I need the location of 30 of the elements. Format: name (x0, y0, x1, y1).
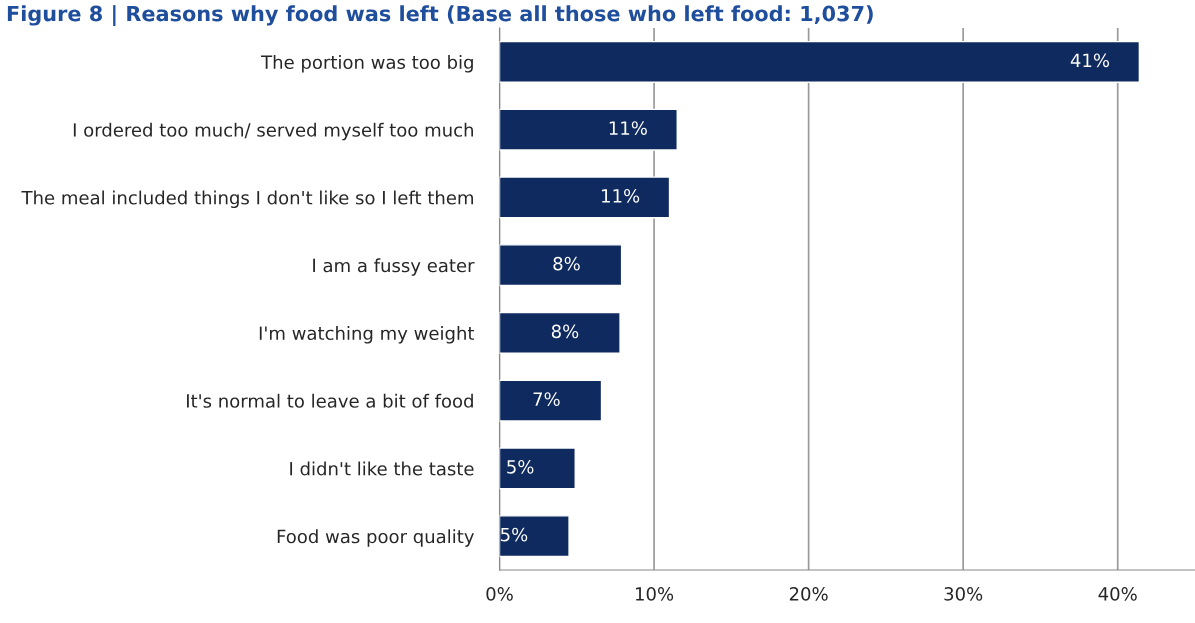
bar (499, 379, 603, 422)
y-tick-label: Food was poor quality (277, 529, 474, 547)
chart-title: Figure 8 | Reasons why food was left (Base all those who left food: 1,037) (7, 5, 873, 26)
y-tick-label: I ordered too much/ served myself too much (73, 122, 473, 141)
bar (499, 244, 623, 287)
data-label: 8% (553, 256, 580, 271)
y-tick-label: The meal included things I don't like so I left them (21, 190, 473, 209)
data-label: 41% (1070, 53, 1110, 68)
x-tick-label: 10% (635, 587, 674, 601)
data-label: 8% (551, 324, 579, 339)
bar (499, 311, 621, 354)
x-tick-label: 30% (944, 587, 983, 601)
y-tick-label: I'm watching my weight (259, 326, 475, 344)
x-tick-label: 0% (486, 587, 513, 601)
data-label: 11% (609, 121, 647, 135)
y-tick-label: I am a fussy eater (313, 258, 475, 276)
y-tick-label: It's normal to leave a bit of food (187, 393, 473, 408)
y-tick-label: I didn't like the taste (290, 461, 474, 476)
bar (499, 176, 671, 219)
y-tick-label: The portion was too big (261, 55, 473, 73)
bar (499, 40, 1141, 83)
data-label: 5% (507, 460, 534, 474)
data-label: 11% (602, 188, 640, 203)
data-label: 5% (501, 527, 528, 542)
bar (499, 515, 570, 558)
data-label: 7% (533, 392, 560, 406)
bar (499, 447, 576, 490)
x-tick-label: 40% (1098, 587, 1137, 601)
bar (499, 108, 678, 151)
x-tick-label: 20% (789, 587, 828, 601)
